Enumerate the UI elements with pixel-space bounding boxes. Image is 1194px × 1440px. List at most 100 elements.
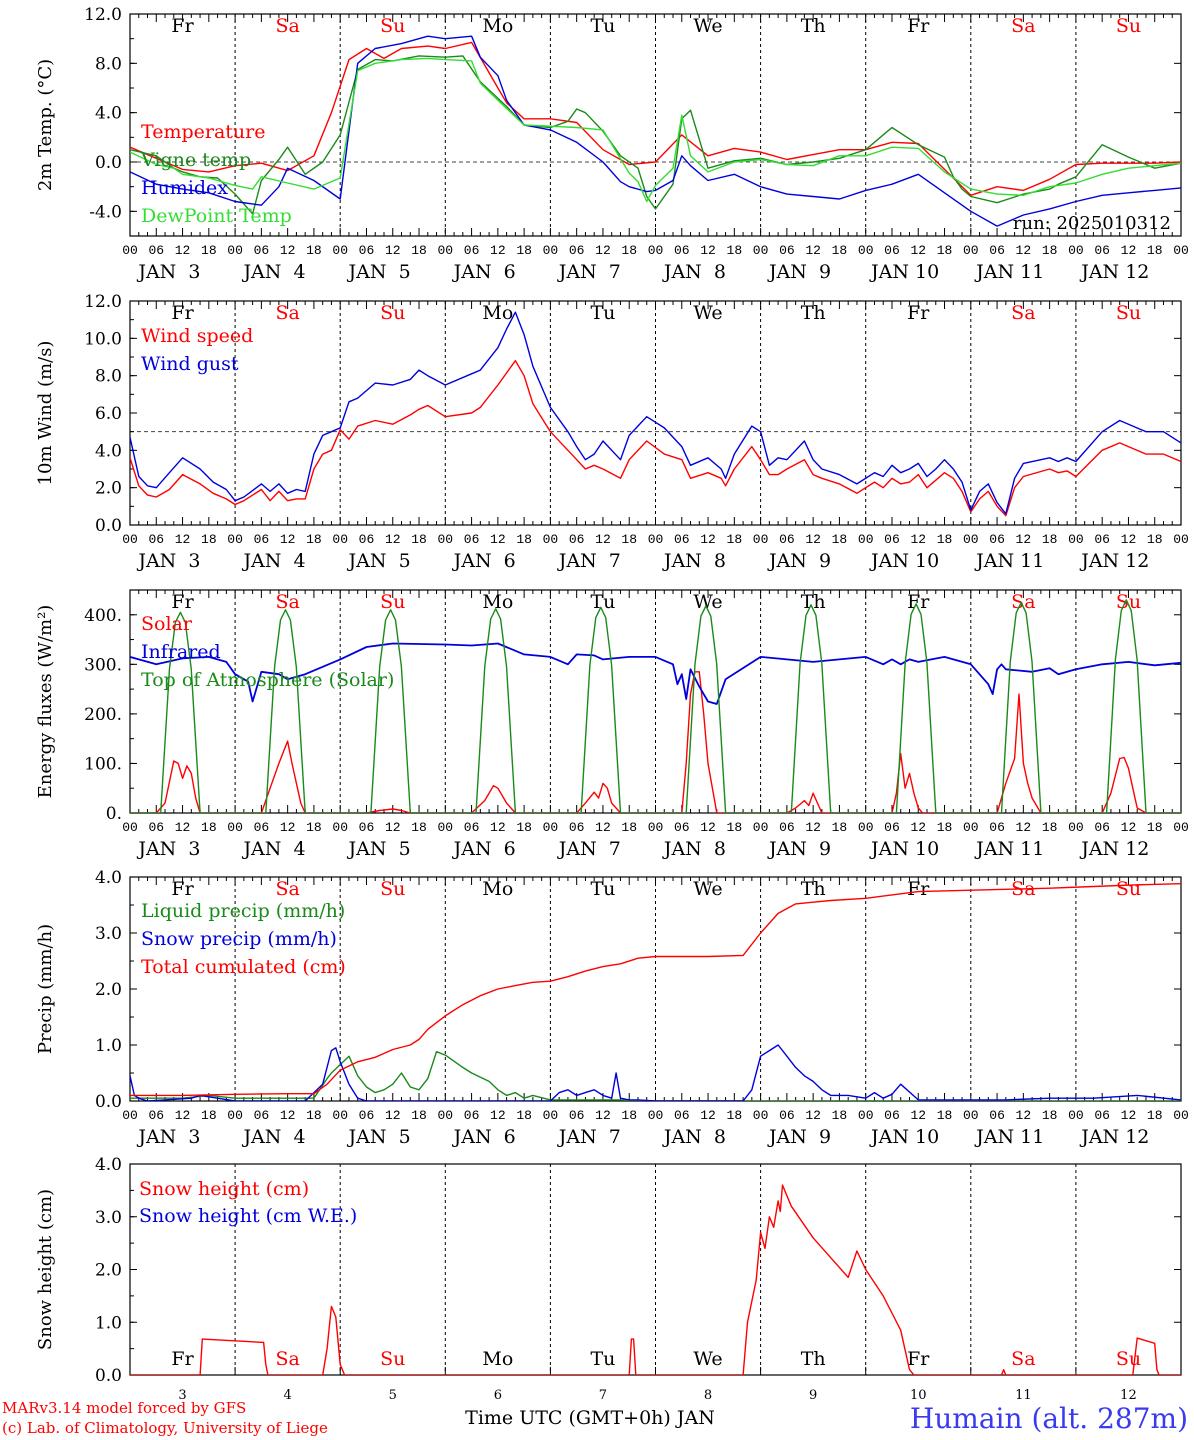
x-hour-label: 12 bbox=[700, 1108, 716, 1123]
weekday-label: Th bbox=[801, 15, 826, 37]
x-day-label: JAN 5 bbox=[347, 838, 411, 860]
x-hour-label: 00 bbox=[1068, 243, 1084, 258]
x-day-label: JAN 7 bbox=[557, 550, 621, 572]
weekday-label: We bbox=[693, 591, 722, 613]
x-day-label: JAN 10 bbox=[869, 261, 939, 283]
x-day-label: JAN 7 bbox=[557, 838, 621, 860]
weekday-label: Mo bbox=[482, 591, 513, 613]
weekday-label: Sa bbox=[275, 302, 299, 324]
x-hour-label: 18 bbox=[1042, 532, 1058, 547]
x-day-label: JAN 12 bbox=[1079, 1126, 1149, 1148]
weekday-label: Sa bbox=[275, 878, 299, 900]
x-hour-label: 00 bbox=[1068, 1108, 1084, 1123]
y-tick-label: 3.0 bbox=[95, 1208, 122, 1228]
x-hour-label: 00 bbox=[332, 243, 348, 258]
y-tick-label: 0.0 bbox=[95, 1092, 122, 1112]
station-name: Humain (alt. 287m) bbox=[910, 1402, 1188, 1435]
weekday-label: Mo bbox=[482, 1348, 513, 1370]
weekday-label: Fr bbox=[171, 302, 194, 324]
x-hour-label: 12 bbox=[700, 532, 716, 547]
x-day-label: JAN 5 bbox=[347, 1126, 411, 1148]
weekday-label: Th bbox=[801, 302, 826, 324]
x-hour-label: 06 bbox=[989, 820, 1005, 835]
x-hour-label: 06 bbox=[1094, 820, 1110, 835]
x-hour-label: 00 bbox=[963, 820, 979, 835]
x-hour-label: 00 bbox=[543, 1108, 559, 1123]
x-hour-label: 00 bbox=[648, 820, 664, 835]
x-hour-label: 00 bbox=[122, 243, 138, 258]
x-hour-label: 18 bbox=[727, 532, 743, 547]
x-hour-label: 00 bbox=[227, 532, 243, 547]
x-day-number: 6 bbox=[494, 1388, 502, 1403]
y-axis-label: 2m Temp. (°C) bbox=[35, 59, 56, 191]
x-hour-label: 18 bbox=[727, 243, 743, 258]
y-tick-label: 4.0 bbox=[95, 441, 122, 461]
x-hour-label: 06 bbox=[464, 243, 480, 258]
y-tick-label: 0.0 bbox=[95, 516, 122, 536]
x-day-label: JAN 9 bbox=[767, 550, 831, 572]
x-hour-label: 12 bbox=[385, 532, 401, 547]
x-hour-label: 12 bbox=[805, 532, 821, 547]
x-hour-label: 00 bbox=[437, 1108, 453, 1123]
x-hour-label: 12 bbox=[280, 820, 296, 835]
x-hour-label: 00 bbox=[122, 820, 138, 835]
x-day-label: JAN 8 bbox=[662, 1126, 726, 1148]
x-hour-label: 00 bbox=[1173, 243, 1189, 258]
x-day-label: JAN 8 bbox=[662, 261, 726, 283]
x-hour-label: 00 bbox=[332, 1108, 348, 1123]
x-hour-label: 00 bbox=[332, 820, 348, 835]
x-hour-label: 00 bbox=[753, 1108, 769, 1123]
x-hour-label: 00 bbox=[437, 820, 453, 835]
x-day-label: JAN 11 bbox=[974, 1126, 1044, 1148]
panel-snow_height: 0.0 1.0 2.0 3.0 4.0 3 4 5 6 7 8 9 10 11 12 Fr Sa Su Mo Tu We… bbox=[35, 1155, 1182, 1403]
x-hour-label: 06 bbox=[1094, 532, 1110, 547]
x-hour-label: 06 bbox=[148, 1108, 164, 1123]
series-total-cumulated-cm bbox=[130, 883, 1181, 1097]
x-hour-label: 12 bbox=[490, 532, 506, 547]
panel-energy: 0. 100. 200. 300. 400. 00 06 12 18 00 06 12 18 00 06 12… bbox=[35, 589, 1189, 860]
x-day-label: JAN 8 bbox=[662, 838, 726, 860]
y-tick-label: 0.0 bbox=[95, 1366, 122, 1386]
x-day-label: JAN 7 bbox=[557, 1126, 621, 1148]
weekday-label: Sa bbox=[275, 1348, 299, 1370]
x-hour-label: 06 bbox=[254, 532, 270, 547]
y-axis-label: Energy fluxes (W/m²) bbox=[35, 605, 56, 799]
x-hour-label: 00 bbox=[963, 532, 979, 547]
x-hour-label: 06 bbox=[464, 1108, 480, 1123]
legend-entry: Temperature bbox=[141, 121, 265, 143]
legend-entry: Snow precip (mm/h) bbox=[141, 928, 337, 950]
weekday-label: Mo bbox=[482, 878, 513, 900]
x-hour-label: 12 bbox=[385, 243, 401, 258]
x-hour-label: 12 bbox=[700, 243, 716, 258]
x-day-label: JAN 4 bbox=[241, 550, 305, 572]
legend-entry: DewPoint Temp bbox=[141, 205, 292, 227]
x-hour-label: 06 bbox=[359, 243, 375, 258]
plot-frame bbox=[129, 300, 1182, 526]
y-tick-label: 0. bbox=[106, 804, 122, 824]
weekday-label: Tu bbox=[590, 591, 615, 613]
x-hour-label: 00 bbox=[753, 820, 769, 835]
x-hour-label: 18 bbox=[621, 1108, 637, 1123]
x-hour-label: 12 bbox=[175, 243, 191, 258]
x-hour-label: 00 bbox=[648, 532, 664, 547]
weekday-label: Su bbox=[380, 878, 405, 900]
x-hour-label: 06 bbox=[569, 1108, 585, 1123]
x-hour-label: 06 bbox=[254, 1108, 270, 1123]
weekday-label: Tu bbox=[590, 878, 615, 900]
weekday-label: Sa bbox=[275, 591, 299, 613]
x-day-number: 10 bbox=[910, 1388, 927, 1403]
y-tick-label: 10.0 bbox=[84, 329, 122, 349]
series-infrared bbox=[130, 642, 1181, 705]
x-hour-label: 18 bbox=[832, 820, 848, 835]
x-hour-label: 00 bbox=[437, 243, 453, 258]
x-hour-label: 06 bbox=[359, 820, 375, 835]
x-hour-label: 18 bbox=[621, 532, 637, 547]
x-hour-label: 12 bbox=[910, 532, 926, 547]
weekday-label: Su bbox=[1116, 15, 1141, 37]
y-tick-label: 8.0 bbox=[95, 367, 122, 387]
x-hour-label: 00 bbox=[858, 1108, 874, 1123]
plot-frame bbox=[129, 589, 1182, 814]
x-hour-label: 18 bbox=[201, 820, 217, 835]
weekday-label: Fr bbox=[907, 1348, 930, 1370]
